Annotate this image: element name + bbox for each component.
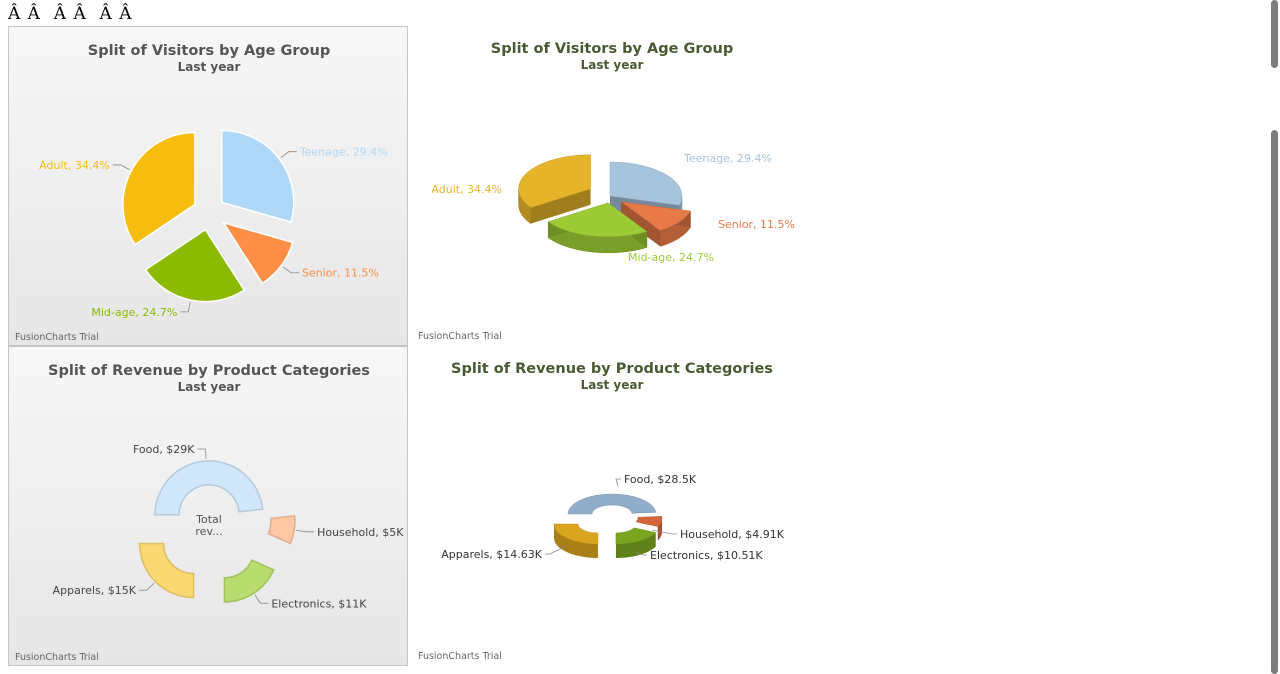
data-label-electronics: Electronics, $11K <box>271 597 367 610</box>
data-label-food: Food, $29K <box>133 443 195 456</box>
connector-line <box>296 529 315 533</box>
watermark: FusionCharts Trial <box>15 332 99 343</box>
scrollbar-thumb-top[interactable] <box>1271 0 1278 68</box>
chart-age-3d: Split of Visitors by Age Group Last year… <box>412 26 812 346</box>
data-label-adult: Adult, 34.4% <box>431 183 502 196</box>
data-label-mid-age: Mid-age, 24.7% <box>91 306 177 319</box>
chart-subtitle: Last year <box>178 60 241 74</box>
doughnut-slice-household[interactable] <box>635 516 663 541</box>
top-text: Â Â Â Â Â Â <box>8 4 133 24</box>
center-label-line2: rev... <box>195 525 222 538</box>
doughnut-slice-food[interactable] <box>567 493 657 515</box>
connector-line <box>280 151 297 159</box>
doughnut-slice-household[interactable] <box>267 515 296 545</box>
pie-slice-mid-age[interactable] <box>547 202 648 254</box>
chart-subtitle: Last year <box>581 58 644 72</box>
connector-line <box>197 448 207 459</box>
data-label-apparels: Apparels, $14.63K <box>441 548 543 561</box>
doughnut-slice-food[interactable] <box>154 460 264 516</box>
scrollbar-thumb[interactable] <box>1271 130 1278 674</box>
pie-slice-senior[interactable] <box>621 201 691 247</box>
doughnut-slice-apparels[interactable] <box>138 542 195 599</box>
data-label-electronics: Electronics, $10.51K <box>650 549 763 562</box>
watermark: FusionCharts Trial <box>15 652 99 663</box>
connector-line <box>138 582 155 591</box>
chart-title: Split of Visitors by Age Group <box>88 43 330 59</box>
chart-age-3d-svg: Split of Visitors by Age Group Last year… <box>418 41 795 342</box>
connector-line <box>635 551 647 556</box>
pie-slice-mid-age[interactable] <box>144 228 246 303</box>
data-label-food: Food, $28.5K <box>624 473 697 486</box>
data-label-teenage: Teenage, 29.4% <box>299 146 388 159</box>
connector-line <box>545 545 567 555</box>
data-label-senior: Senior, 11.5% <box>718 218 795 231</box>
data-label-household: Household, $5K <box>317 526 404 539</box>
data-label-apparels: Apparels, $15K <box>53 584 137 597</box>
chart-revenue-2d-svg: Split of Revenue by Product Categories L… <box>15 363 404 663</box>
connector-line <box>180 302 191 313</box>
data-label-mid-age: Mid-age, 24.7% <box>628 251 714 264</box>
pie-slice-teenage[interactable] <box>221 129 295 223</box>
connector-line <box>112 164 130 170</box>
doughnut-slice-electronics[interactable] <box>223 559 275 603</box>
watermark: FusionCharts Trial <box>418 651 502 662</box>
pie-slice-senior[interactable] <box>221 221 294 285</box>
chart-revenue-3d-svg: Split of Revenue by Product Categories L… <box>418 361 785 662</box>
center-label-line1: Total <box>195 513 222 526</box>
connector-line <box>615 478 621 487</box>
chart-age-2d: Split of Visitors by Age Group Last year… <box>8 26 408 346</box>
watermark: FusionCharts Trial <box>418 331 502 342</box>
doughnut-slice-apparels[interactable] <box>553 523 599 558</box>
chart-title: Split of Revenue by Product Categories <box>48 363 370 379</box>
chart-age-2d-svg: Split of Visitors by Age Group Last year… <box>15 43 388 343</box>
connector-line <box>254 594 269 604</box>
data-label-senior: Senior, 11.5% <box>302 267 379 280</box>
data-label-adult: Adult, 34.4% <box>39 159 110 172</box>
connector-line <box>282 266 299 274</box>
pie-slice-adult[interactable] <box>518 154 591 225</box>
chart-title: Split of Visitors by Age Group <box>491 41 733 57</box>
connector-line <box>651 529 677 535</box>
chart-subtitle: Last year <box>581 378 644 392</box>
pie-slice-adult[interactable] <box>122 131 196 246</box>
data-label-teenage: Teenage, 29.4% <box>683 152 772 165</box>
data-label-household: Household, $4.91K <box>680 528 785 541</box>
chart-revenue-3d: Split of Revenue by Product Categories L… <box>412 346 812 666</box>
chart-subtitle: Last year <box>178 380 241 394</box>
chart-revenue-2d: Split of Revenue by Product Categories L… <box>8 346 408 666</box>
chart-title: Split of Revenue by Product Categories <box>451 361 773 377</box>
doughnut-slice-electronics[interactable] <box>615 527 657 558</box>
